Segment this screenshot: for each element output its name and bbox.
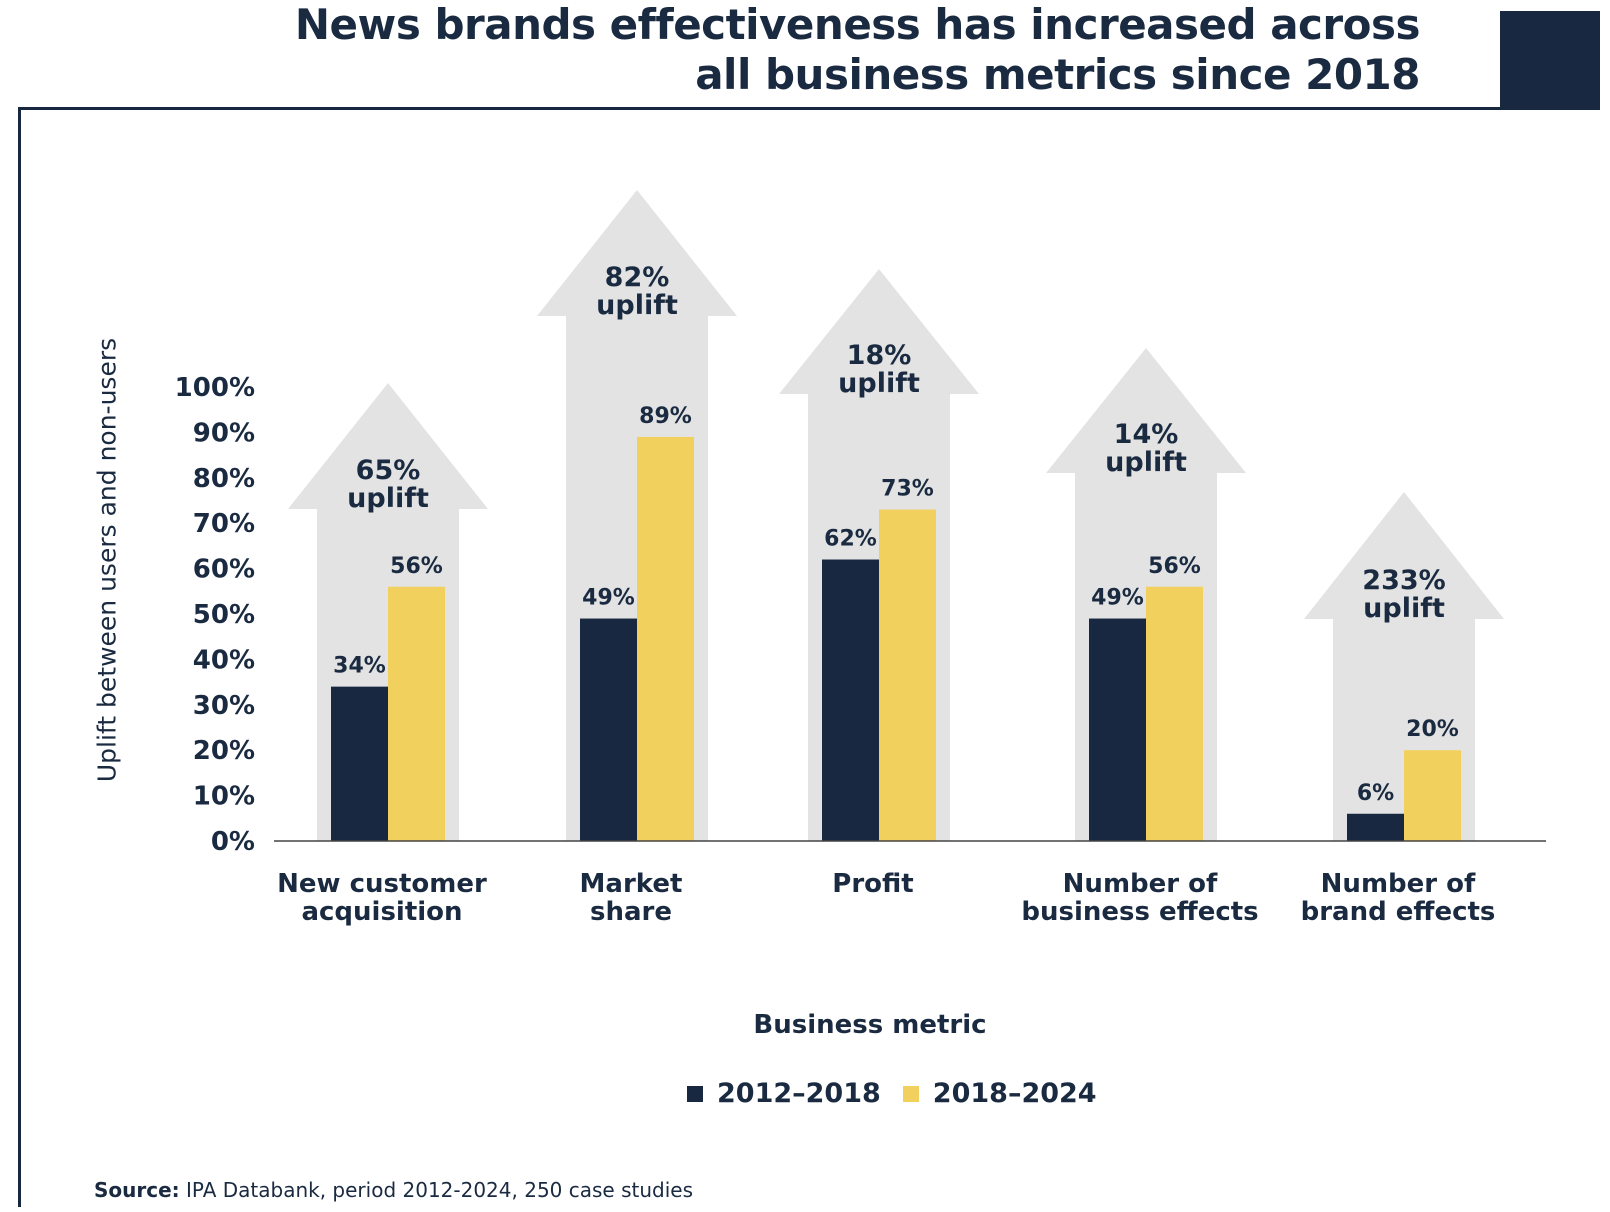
y-tick-label-70: 70% [193,509,255,539]
frame-top-rule [18,107,1500,110]
bar-2012-2018-4 [1347,813,1404,841]
uplift-annotation-text-1: uplift [596,290,678,321]
y-tick-label-0: 0% [211,827,255,857]
bar-2018-2024-0 [388,586,445,841]
legend-swatch-navy [687,1085,703,1102]
chart-title: News brands effectiveness has increased … [220,0,1421,100]
data-label-2018-2024-2: 73% [881,477,934,502]
data-label-2018-2024-3: 56% [1148,554,1201,579]
x-tick-label-0-1: acquisition [301,897,462,927]
x-axis-label: Business metric [753,1010,987,1040]
legend-item-2018-2024: 2018–2024 [902,1078,1097,1109]
x-tick-label-3-1: business effects [1021,897,1258,927]
legend-swatch-yellow [902,1085,919,1102]
x-tick-label-1-1: share [590,897,672,927]
title-line-1: News brands effectiveness has increased … [294,0,1421,49]
source-note: Source: IPA Databank, period 2012-2024, … [94,1178,693,1202]
source-label: Source: [94,1178,180,1202]
uplift-annotation-text-2: uplift [838,368,920,399]
x-tick-label-1-0: Market [580,869,683,899]
x-tick-label-0-0: New customer [277,869,487,899]
legend-label-2018-2024: 2018–2024 [932,1078,1097,1109]
data-label-2012-2018-1: 49% [582,586,635,611]
data-label-2012-2018-3: 49% [1091,586,1144,611]
x-tick-label-3-0: Number of [1063,869,1218,899]
y-tick-label-100: 100% [175,373,255,403]
x-tick-label-4-0: Number of [1321,869,1476,899]
uplift-annotation-percent-0: 65% [356,455,421,486]
title-line-2: all business metrics since 2018 [695,50,1420,99]
bar-2012-2018-0 [331,686,388,841]
data-label-2012-2018-0: 34% [333,654,386,679]
legend: 2012–2018 2018–2024 [687,1078,1119,1109]
y-tick-label-10: 10% [193,782,255,812]
frame-left-rule [18,107,21,1207]
legend-label-2012-2018: 2012–2018 [717,1078,881,1109]
y-tick-label-40: 40% [193,645,255,675]
uplift-annotation-percent-3: 14% [1114,419,1179,450]
data-label-2018-2024-0: 56% [390,554,443,579]
uplift-annotation-text-4: uplift [1363,593,1445,624]
bar-2018-2024-1 [637,436,694,841]
uplift-annotation-percent-2: 18% [847,340,912,371]
bar-2012-2018-1 [580,618,637,841]
y-tick-label-80: 80% [193,464,255,494]
legend-item-2012-2018: 2012–2018 [687,1078,881,1109]
data-label-2018-2024-1: 89% [639,404,692,429]
y-axis-label: Uplift between users and non-users [92,337,122,783]
bar-2018-2024-3 [1146,586,1203,841]
uplift-annotation-percent-4: 233% [1362,565,1445,596]
x-tick-label-2-0: Profit [832,869,913,899]
source-text: IPA Databank, period 2012-2024, 250 case… [179,1178,694,1202]
bar-2012-2018-2 [822,559,879,841]
data-label-2018-2024-4: 20% [1406,717,1459,742]
corner-decoration [1500,11,1600,110]
x-tick-label-4-1: brand effects [1301,897,1496,927]
data-label-2012-2018-4: 6% [1357,781,1394,806]
bar-2012-2018-3 [1089,618,1146,841]
y-tick-label-90: 90% [193,418,255,448]
uplift-annotation-percent-1: 82% [605,262,670,293]
y-tick-label-60: 60% [193,555,255,585]
bar-2018-2024-2 [879,509,936,841]
y-tick-label-50: 50% [193,600,255,630]
uplift-annotation-text-0: uplift [347,483,429,514]
y-tick-label-20: 20% [193,736,255,766]
uplift-annotation-text-3: uplift [1105,447,1187,478]
data-label-2012-2018-2: 62% [824,527,877,552]
bar-2018-2024-4 [1404,750,1461,841]
y-tick-label-30: 30% [193,691,255,721]
